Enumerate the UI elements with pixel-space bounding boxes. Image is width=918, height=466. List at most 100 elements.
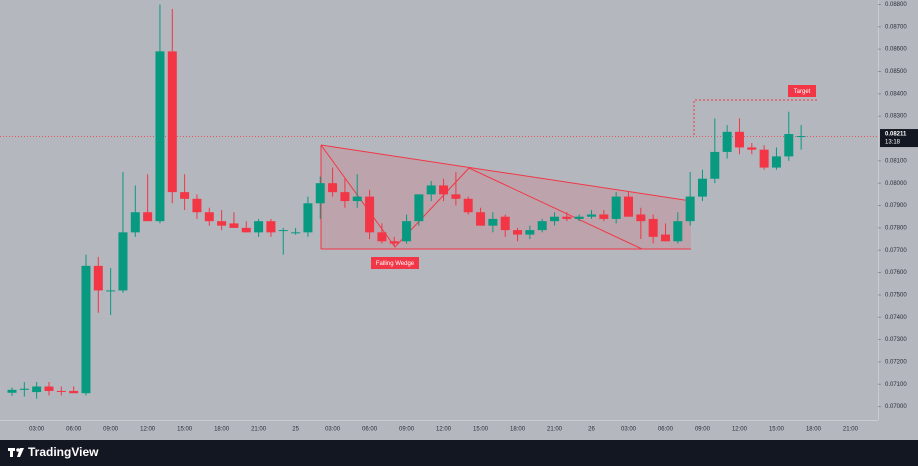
x-tick-label: 03:00 xyxy=(325,427,341,433)
candle-body xyxy=(93,265,103,291)
candle-body xyxy=(550,216,560,222)
candle-body xyxy=(32,386,42,393)
candle-body xyxy=(734,131,744,148)
x-tick-label: 21:00 xyxy=(843,427,859,433)
candle-body xyxy=(217,221,227,226)
x-tick-label: 12:00 xyxy=(436,427,452,433)
y-tick-label: 0.07300 xyxy=(885,337,907,343)
wedge-label: Falling Wedge xyxy=(376,261,415,267)
x-tick-label: 15:00 xyxy=(473,427,489,433)
candle-body xyxy=(167,51,177,193)
x-tick-label: 15:00 xyxy=(769,427,785,433)
y-tick-label: 0.08500 xyxy=(885,69,907,75)
candle-body xyxy=(660,234,670,242)
last-price-box xyxy=(880,129,918,148)
wedge-label-box xyxy=(371,257,419,269)
x-tick-label: 25 xyxy=(292,427,299,433)
x-tick-label: 09:00 xyxy=(399,427,415,433)
candle-body xyxy=(796,136,806,138)
candle-body xyxy=(722,131,732,152)
x-tick-label: 09:00 xyxy=(103,427,119,433)
candle-body xyxy=(56,390,66,392)
candle-body xyxy=(278,230,288,232)
candle-body xyxy=(291,232,301,234)
candle-body xyxy=(180,192,190,199)
y-tick-label: 0.07400 xyxy=(885,315,907,321)
candle-body xyxy=(352,196,362,202)
x-tick-label: 21:00 xyxy=(251,427,267,433)
candle-body xyxy=(574,216,584,219)
logo-part xyxy=(10,448,13,457)
y-tick-label: 0.07800 xyxy=(885,225,907,231)
y-tick-label: 0.08100 xyxy=(885,158,907,164)
candle-body xyxy=(414,194,424,222)
candle-body xyxy=(759,149,769,168)
wedge-zigzag xyxy=(320,144,643,250)
candle-body xyxy=(143,212,153,222)
candle-body xyxy=(747,147,757,150)
candle-body xyxy=(673,221,683,242)
candle-body xyxy=(315,183,325,204)
candle-body xyxy=(426,185,436,195)
candle-body xyxy=(636,214,646,222)
candle-body xyxy=(648,218,658,237)
candle-body xyxy=(7,389,17,393)
x-tick-label: 12:00 xyxy=(140,427,156,433)
wedge-top xyxy=(320,144,692,202)
candle-body xyxy=(784,134,794,157)
candle-body xyxy=(69,390,79,394)
x-tick-label: 06:00 xyxy=(362,427,378,433)
target-label-box xyxy=(788,85,816,97)
countdown-label: 13:18 xyxy=(885,140,901,146)
y-tick-label: 0.07100 xyxy=(885,382,907,388)
x-tick-label: 21:00 xyxy=(547,427,563,433)
candle-body xyxy=(340,192,350,202)
chart-background xyxy=(0,0,918,440)
candle-body xyxy=(451,194,461,199)
y-tick-label: 0.07000 xyxy=(885,404,907,410)
candle-body xyxy=(439,185,449,195)
candle-body xyxy=(463,198,473,213)
y-tick-label: 0.07900 xyxy=(885,203,907,209)
candle-body xyxy=(513,230,523,235)
candle-body xyxy=(303,203,313,233)
candle-body xyxy=(130,212,140,233)
axes: 0.08800 0.08700 0.08600 0.08500 0.08400 0.083… xyxy=(29,2,918,433)
candle-body xyxy=(402,221,412,242)
candle-body xyxy=(254,221,264,233)
candle-body xyxy=(525,230,535,235)
candle-body xyxy=(710,151,720,179)
candle-body xyxy=(19,388,29,390)
candles xyxy=(7,4,806,399)
x-tick-label: 09:00 xyxy=(695,427,711,433)
candle-body xyxy=(155,51,165,222)
wedge-fill xyxy=(321,145,691,249)
y-tick-label: 0.07700 xyxy=(885,248,907,254)
x-tick-label: 18:00 xyxy=(806,427,822,433)
x-tick-label: 26 xyxy=(588,427,595,433)
x-tick-label: 03:00 xyxy=(29,427,45,433)
x-tick-label: 18:00 xyxy=(510,427,526,433)
y-tick-label: 0.08300 xyxy=(885,114,907,120)
candle-body xyxy=(599,214,609,219)
logo-part xyxy=(17,448,24,457)
target-label: Target xyxy=(794,89,811,95)
candle-body xyxy=(106,290,116,292)
y-tick-label: 0.08400 xyxy=(885,91,907,97)
y-tick-label: 0.07600 xyxy=(885,270,907,276)
x-tick-label: 18:00 xyxy=(214,427,230,433)
candle-body xyxy=(241,227,251,233)
last-price-label: 0.08211 xyxy=(885,132,907,138)
brand-name: TradingView xyxy=(28,445,99,459)
y-tick-label: 0.08700 xyxy=(885,24,907,30)
candle-body xyxy=(562,216,572,219)
candle-body xyxy=(685,196,695,222)
candle-body xyxy=(192,198,202,213)
candle-body xyxy=(476,212,486,226)
y-tick-label: 0.08600 xyxy=(885,47,907,53)
candle-body xyxy=(500,216,510,231)
candle-body xyxy=(44,386,54,391)
candle-body xyxy=(328,183,338,193)
